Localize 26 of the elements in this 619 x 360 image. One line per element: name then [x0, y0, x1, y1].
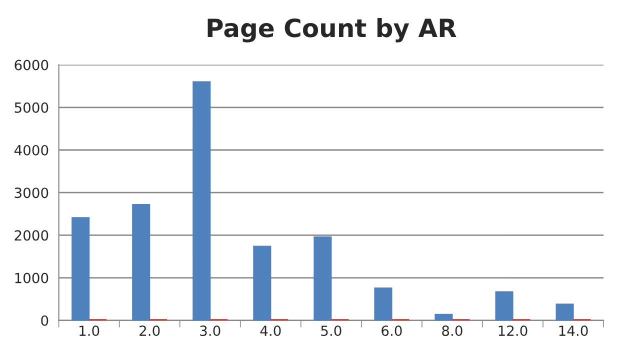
bar	[314, 236, 332, 320]
x-tick-label: 4.0	[260, 326, 281, 336]
bar	[495, 291, 514, 320]
x-tick-label: 3.0	[200, 326, 220, 336]
bar	[434, 314, 453, 320]
y-tick-label: 0	[41, 315, 48, 326]
y-tick-label: 2000	[14, 230, 48, 241]
x-tick-label: 2.0	[140, 326, 160, 336]
x-tick-label: 12.0	[498, 326, 528, 336]
bar	[556, 304, 574, 320]
x-tick-label: 14.0	[559, 326, 588, 336]
x-tick-label: 1.0	[80, 326, 100, 336]
bar	[192, 81, 211, 320]
y-tick-label: 5000	[14, 102, 48, 113]
x-tick-label: 6.0	[382, 326, 402, 336]
chart-title: Page Count by AR	[208, 18, 456, 42]
y-tick-label: 3000	[14, 188, 48, 198]
bar	[72, 217, 90, 320]
x-tick-label: 8.0	[442, 326, 462, 336]
y-tick-label: 6000	[14, 60, 48, 70]
y-tick-label: 4000	[14, 144, 48, 156]
bar	[253, 246, 272, 320]
bar	[374, 287, 392, 320]
bar	[132, 204, 150, 320]
x-tick-label: 5.0	[321, 326, 342, 336]
y-tick-label: 1000	[15, 272, 48, 284]
